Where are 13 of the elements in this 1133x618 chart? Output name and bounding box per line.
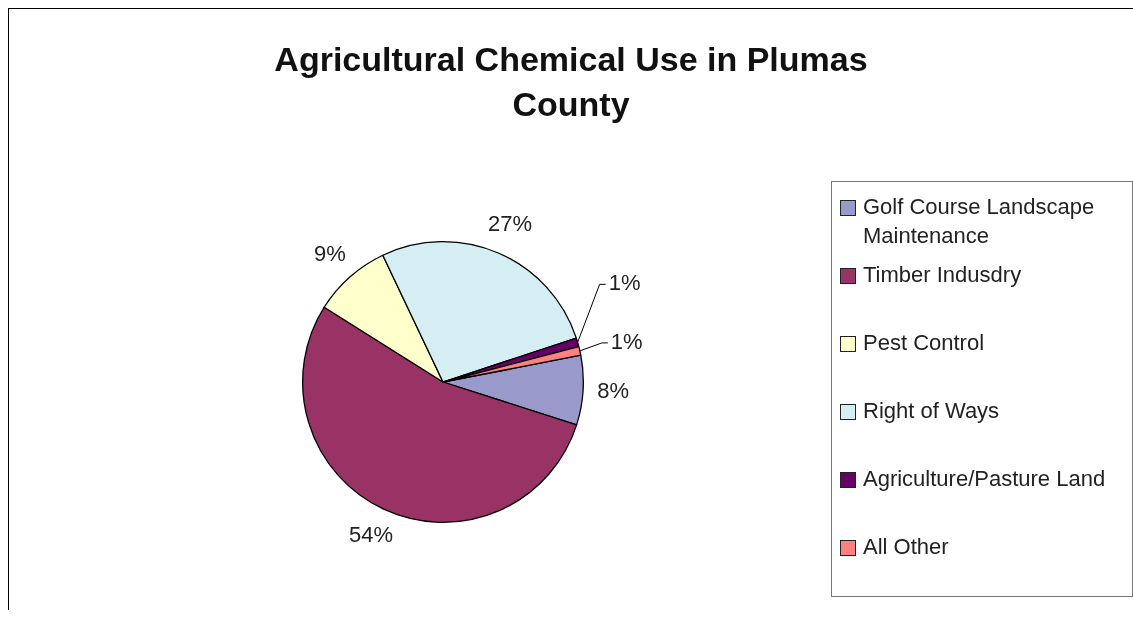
legend-label: Golf Course Landscape Maintenance (863, 193, 1096, 250)
legend-label: Timber Indusdry (863, 261, 1023, 289)
data-label: 27% (488, 211, 533, 237)
legend-label: Pest Control (863, 329, 986, 357)
data-label: 8% (597, 378, 629, 404)
data-label: 9% (314, 240, 346, 266)
data-label: 1% (610, 328, 643, 354)
chart-title: Agricultural Chemical Use in Plumas County (273, 39, 869, 125)
legend-label: All Other (863, 533, 950, 561)
legend-label: Agriculture/Pasture Land (863, 465, 1107, 493)
data-label: 54% (348, 522, 394, 548)
data-label: 1% (608, 270, 641, 296)
legend-label: Right of Ways (863, 397, 1001, 425)
